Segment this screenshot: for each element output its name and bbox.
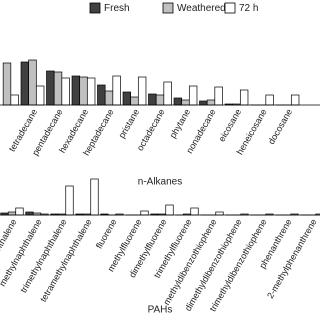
bar (206, 99, 216, 106)
bar (112, 75, 121, 106)
bar (265, 94, 274, 106)
bar (190, 207, 199, 216)
bar (137, 76, 147, 106)
bar (65, 185, 74, 216)
legend-label: 72 h (239, 3, 258, 14)
x-tick-label: eicosane (217, 107, 244, 143)
bar (199, 100, 208, 106)
bar (79, 76, 88, 106)
bar (46, 70, 55, 106)
bar (104, 90, 114, 106)
legend-swatch (224, 2, 236, 14)
bar (163, 81, 172, 106)
bar (71, 75, 81, 106)
bar (155, 94, 165, 106)
bar (140, 210, 149, 216)
x-tick-label: fluorene (94, 217, 119, 250)
x-axis-title: n-Alkanes (138, 177, 182, 188)
bar (215, 211, 224, 216)
bar (2, 62, 12, 106)
legend-label: Fresh (104, 3, 130, 14)
bar (28, 59, 37, 106)
bar (15, 207, 24, 216)
x-tick-label: 2-methylphenanthrene (265, 217, 319, 300)
x-axis-title: PAHs (148, 305, 173, 316)
legend-label: Weathered (177, 3, 226, 14)
bar (214, 86, 223, 106)
bar (20, 61, 30, 106)
bar (290, 94, 300, 106)
x-tick-label: trimethylnaphthalene (18, 217, 68, 294)
x-tick-label: pristane (117, 107, 142, 140)
bar (25, 211, 34, 216)
bar (188, 85, 198, 106)
x-tick-label: docosane (266, 107, 294, 146)
bar (90, 178, 99, 216)
bar (61, 77, 70, 106)
bar (35, 85, 45, 106)
bar (148, 93, 157, 106)
bar (7, 211, 17, 216)
legend-swatch (162, 2, 174, 14)
bar (130, 96, 139, 106)
bar (97, 84, 106, 106)
bar (181, 99, 190, 106)
legend-swatch (89, 2, 101, 14)
bar (122, 91, 132, 106)
bar (239, 89, 249, 106)
bar (165, 204, 174, 216)
x-tick-label: phytane (168, 107, 193, 140)
bar (10, 94, 19, 106)
bar (86, 77, 96, 106)
bar (53, 71, 63, 106)
bar (173, 97, 183, 106)
